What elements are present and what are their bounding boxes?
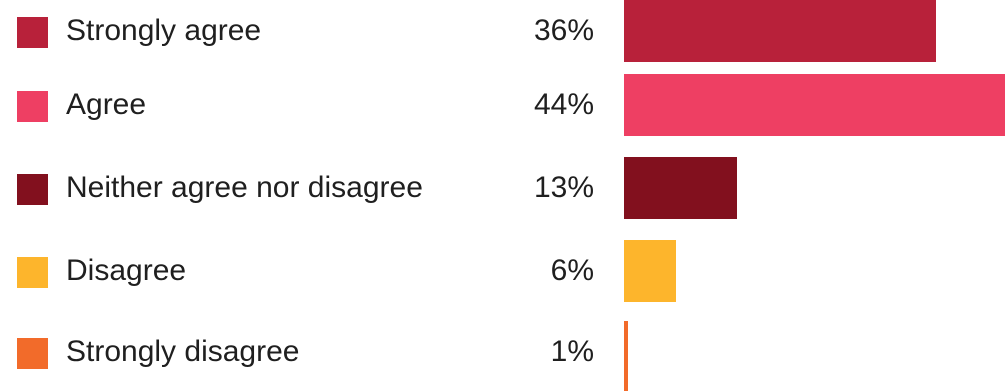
category-label: Neither agree nor disagree [66,171,423,204]
chart-row: Neither agree nor disagree 13% [0,157,1005,227]
legend-swatch [17,174,48,205]
bar [624,0,936,62]
bar [624,240,676,302]
legend-swatch [17,257,48,288]
chart-row: Disagree 6% [0,240,1005,310]
value-label: 13% [533,171,594,204]
legend-swatch [17,91,48,122]
value-label: 1% [550,335,594,368]
value-label: 6% [550,254,594,287]
category-label: Agree [66,88,147,121]
category-label: Strongly disagree [66,335,300,368]
legend-swatch [17,338,48,369]
bar [624,157,737,219]
chart-row: Strongly disagree 1% [0,321,1005,391]
bar [624,74,1005,136]
value-label: 36% [533,14,594,47]
chart-row: Strongly agree 36% [0,0,1005,70]
legend-swatch [17,17,48,48]
bar [624,321,628,391]
value-label: 44% [533,88,594,121]
chart-row: Agree 44% [0,74,1005,144]
category-label: Strongly agree [66,14,262,47]
category-label: Disagree [66,254,187,287]
